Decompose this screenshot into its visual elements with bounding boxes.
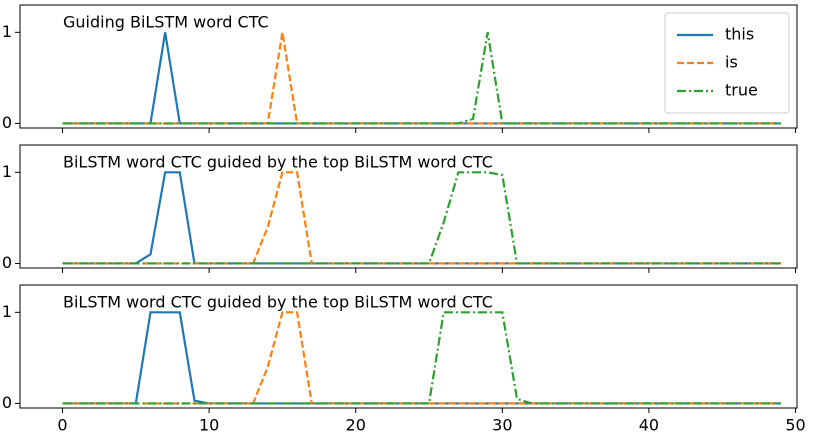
legend-label: this	[725, 25, 754, 44]
axes-frame	[19, 144, 798, 269]
series-line	[62, 171, 781, 265]
series-line	[62, 311, 781, 405]
subplot: 0 1 BiLSTM word CTC guided by the top BiLS…	[2, 144, 798, 273]
legend: this is true	[664, 12, 790, 114]
axes-frame	[19, 284, 798, 409]
subplot-title: Guiding BiLSTM word CTC	[63, 13, 269, 32]
y-tick-label: 1	[2, 162, 12, 181]
y-tick-label: 1	[2, 22, 12, 41]
y-tick-label: 1	[2, 302, 12, 321]
x-tick-label: 30	[492, 416, 512, 435]
x-tick-label: 40	[639, 416, 659, 435]
y-tick-label: 0	[2, 393, 12, 412]
legend-label: is	[725, 53, 738, 72]
y-tick-label: 0	[2, 253, 12, 272]
series-line	[62, 311, 781, 405]
series-line	[62, 311, 781, 405]
series-line	[62, 171, 781, 265]
x-tick-label: 50	[785, 416, 805, 435]
x-tick-label: 10	[199, 416, 219, 435]
legend-box	[664, 12, 790, 114]
legend-label: true	[725, 81, 758, 100]
subplot-title: BiLSTM word CTC guided by the top BiLSTM…	[63, 153, 493, 172]
series-line	[62, 171, 781, 265]
series-line	[62, 32, 781, 125]
x-tick-label: 0	[57, 416, 67, 435]
subplot-title: BiLSTM word CTC guided by the top BiLSTM…	[63, 293, 493, 312]
axes-frame	[19, 4, 798, 129]
x-tick-label: 20	[346, 416, 366, 435]
y-tick-label: 0	[2, 113, 12, 132]
subplot: 0 1 Guiding BiLSTM word CTC this is true	[2, 4, 798, 133]
subplot: 0 10 20 30 40 50 0 1 BiLSTM word CTC guided by t…	[2, 284, 806, 435]
